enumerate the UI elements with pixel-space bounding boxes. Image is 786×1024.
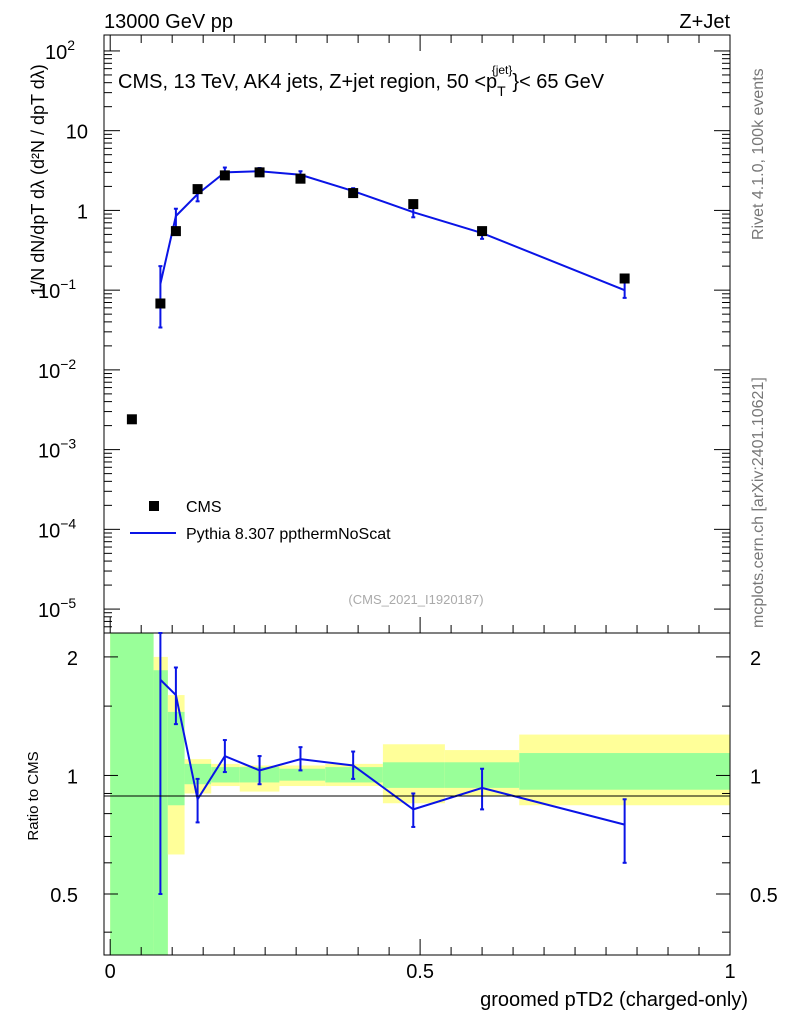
x-tick-label: 0 bbox=[105, 961, 116, 983]
cms-point bbox=[295, 173, 306, 184]
header-left: 13000 GeV pp bbox=[104, 11, 233, 33]
cms-point bbox=[348, 188, 359, 199]
y-tick-label: 10−4 bbox=[38, 515, 76, 542]
ratio-series bbox=[158, 632, 627, 895]
ratio-y-ticks: 0.5 0.5 1 1 2 2 bbox=[50, 648, 778, 933]
rivet-label: Rivet 4.1.0, 100k events bbox=[750, 68, 767, 240]
y-tick-label: 10−2 bbox=[38, 356, 76, 383]
cms-point bbox=[219, 170, 230, 181]
pythia-series bbox=[158, 166, 627, 329]
band-green-6 bbox=[279, 768, 326, 781]
cms-point bbox=[126, 414, 137, 425]
ratio-y-label: Ratio to CMS bbox=[25, 751, 42, 840]
cms-point bbox=[170, 226, 181, 237]
cms-point bbox=[477, 226, 488, 237]
upper-y-ticks: 102 10 1 10−1 10−2 10−3 10−4 10−5 bbox=[38, 37, 730, 628]
band-green-2 bbox=[167, 711, 185, 806]
ratio-bands bbox=[110, 633, 730, 955]
analysis-watermark: (CMS_2021_I1920187) bbox=[348, 592, 483, 607]
x-tick-label: 0.5 bbox=[406, 961, 434, 983]
ratio-frame bbox=[103, 632, 731, 956]
band-green-8 bbox=[382, 762, 445, 788]
band-green-10 bbox=[519, 753, 730, 790]
ratio-tick-label: 0.5 bbox=[50, 885, 78, 907]
x-axis-label: groomed pTD2 (charged-only) bbox=[480, 989, 748, 1011]
y-tick-label: 102 bbox=[45, 37, 75, 64]
band-green-4 bbox=[211, 767, 240, 783]
ratio-tick-label: 1 bbox=[67, 766, 78, 788]
legend-cms-label: CMS bbox=[186, 499, 222, 516]
upper-y-label: 1/N dN/dpT dλ (d²N / dpT dλ) bbox=[28, 64, 48, 295]
cms-series bbox=[126, 167, 630, 425]
cms-point bbox=[408, 199, 419, 210]
upper-title: CMS, 13 TeV, AK4 jets, Z+jet region, 50 … bbox=[118, 63, 605, 99]
y-tick-label: 10−5 bbox=[38, 595, 76, 622]
cms-point bbox=[254, 167, 265, 178]
cms-point bbox=[192, 184, 203, 195]
y-tick-label: 10−1 bbox=[38, 276, 76, 303]
x-ticks: 0 0.5 1 bbox=[105, 35, 736, 983]
header-right: Z+Jet bbox=[679, 11, 730, 33]
ratio-tick-label: 2 bbox=[67, 648, 78, 670]
cms-point bbox=[619, 273, 630, 284]
ratio-tick-label-right: 0.5 bbox=[750, 885, 778, 907]
ratio-tick-label-right: 1 bbox=[750, 766, 761, 788]
y-tick-label: 10−3 bbox=[38, 436, 76, 463]
mcplots-label: mcplots.cern.ch [arXiv:2401.10621] bbox=[750, 377, 767, 628]
upper-frame bbox=[103, 34, 731, 634]
cms-point bbox=[155, 298, 166, 309]
ratio-line bbox=[159, 679, 625, 826]
y-tick-label: 1 bbox=[77, 201, 88, 223]
legend-cms-marker bbox=[149, 501, 159, 511]
pythia-line bbox=[159, 170, 626, 292]
legend-pythia-label: Pythia 8.307 ppthermNoScat bbox=[186, 526, 391, 543]
x-tick-label: 1 bbox=[724, 961, 735, 983]
ratio-tick-label-right: 2 bbox=[750, 648, 761, 670]
y-tick-label: 10 bbox=[66, 122, 88, 144]
band-green-0 bbox=[110, 633, 154, 955]
